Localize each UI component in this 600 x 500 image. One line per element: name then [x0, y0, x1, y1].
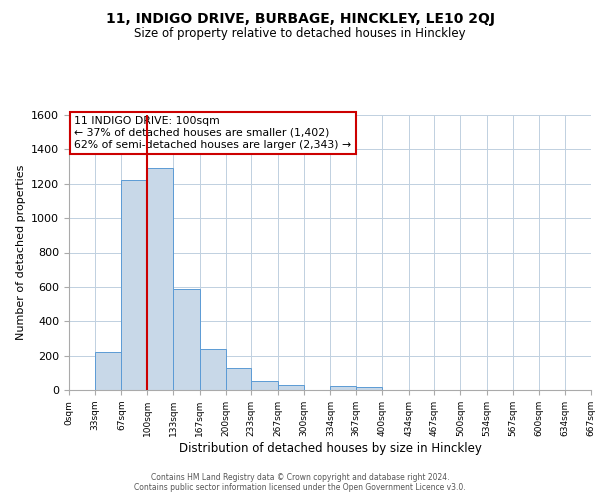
Bar [226, 368, 251, 390]
Bar [278, 385, 304, 390]
Bar [251, 382, 278, 390]
X-axis label: Distribution of detached houses by size in Hinckley: Distribution of detached houses by size … [179, 442, 481, 454]
Bar [147, 168, 173, 390]
Y-axis label: Number of detached properties: Number of detached properties [16, 165, 26, 340]
Text: Contains HM Land Registry data © Crown copyright and database right 2024.
Contai: Contains HM Land Registry data © Crown c… [134, 473, 466, 492]
Text: Size of property relative to detached houses in Hinckley: Size of property relative to detached ho… [134, 28, 466, 40]
Bar [121, 180, 147, 390]
Text: 11 INDIGO DRIVE: 100sqm
← 37% of detached houses are smaller (1,402)
62% of semi: 11 INDIGO DRIVE: 100sqm ← 37% of detache… [74, 116, 352, 150]
Bar [173, 288, 200, 390]
Bar [331, 386, 356, 390]
Bar [356, 386, 382, 390]
Bar [95, 352, 121, 390]
Bar [200, 349, 226, 390]
Text: 11, INDIGO DRIVE, BURBAGE, HINCKLEY, LE10 2QJ: 11, INDIGO DRIVE, BURBAGE, HINCKLEY, LE1… [106, 12, 494, 26]
